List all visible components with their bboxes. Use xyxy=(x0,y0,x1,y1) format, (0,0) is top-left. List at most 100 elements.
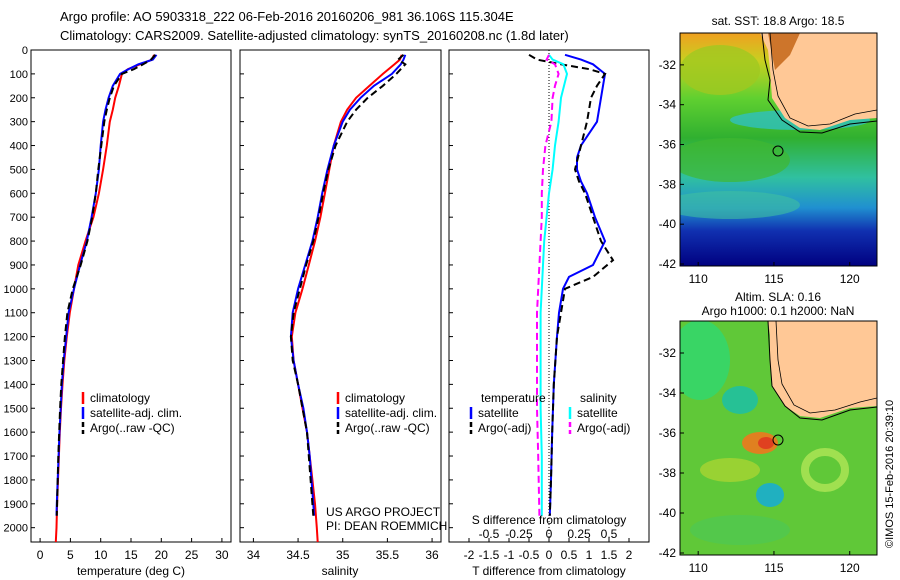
depth-tick-label: 600 xyxy=(10,188,28,200)
sst-map-ytick-label: -32 xyxy=(659,58,677,72)
salinity-diff-tick-label: 0 xyxy=(546,527,553,541)
depth-tick-label: 1300 xyxy=(4,355,28,367)
sla-map-panel: Altim. SLA: 0.16 Argo h1000: 0.1 h2000: … xyxy=(659,290,878,575)
imos-credit: ©IMOS 15-Feb-2016 20:39:10 xyxy=(884,400,896,548)
figure-title-line1: Argo profile: AO 5903318_222 06-Feb-2016… xyxy=(60,9,514,24)
figure-title-line2: Climatology: CARS2009. Satellite-adjuste… xyxy=(60,28,569,43)
depth-tick-label: 1000 xyxy=(4,284,28,296)
sla-map-xtick-label: 115 xyxy=(764,561,783,575)
sst-map-ytick-label: -34 xyxy=(659,98,677,112)
legend-entry: Argo(..raw -QC) xyxy=(90,421,175,435)
difference-legend: temperaturesatelliteArgo(-adj)salinitysa… xyxy=(469,391,630,435)
sla-map-xticks: 110 115 120 xyxy=(689,551,860,575)
salinity-axes-frame xyxy=(239,49,442,543)
salinity-xtick-label: 34.5 xyxy=(286,548,310,562)
salinity-xticks: 34 34.5 35 35.5 36 xyxy=(247,538,439,562)
difference-xtick-label: -2 xyxy=(464,548,475,562)
salinity-xtick-label: 36 xyxy=(425,548,439,562)
sla-map-ytick-label: -38 xyxy=(659,466,677,480)
depth-tick-label: 1900 xyxy=(4,499,28,511)
depth-tick-label: 2000 xyxy=(4,523,28,535)
sla-map-ytick-label: -32 xyxy=(659,346,677,360)
legend-entry: Argo(..raw -QC) xyxy=(345,421,430,435)
difference-panel: -2 -1.5 -1 -0.5 0 0.5 1 1.5 2 -0.5 -0.25 0 0.25 0.5 … xyxy=(448,49,650,578)
difference-xlabel2: S difference from climatology xyxy=(472,513,627,527)
sla-map-xtick-label: 110 xyxy=(689,561,708,575)
depth-tick-label: 1600 xyxy=(4,427,28,439)
legend-entry: Argo(-adj) xyxy=(478,421,531,435)
salinity-xtick-label: 35 xyxy=(336,548,350,562)
sst-map-xtick-label: 120 xyxy=(840,272,860,286)
difference-yticks xyxy=(449,49,453,529)
temperature-xticks: 0 5 10 15 20 25 30 xyxy=(37,538,229,562)
sst-map-xtick-label: 110 xyxy=(689,272,708,286)
difference-salinity-argo-adj-line xyxy=(536,54,560,516)
depth-tick-label: 0 xyxy=(22,45,28,57)
sla-map-title: Altim. SLA: 0.16 xyxy=(735,290,821,304)
project-annotation: US ARGO PROJECT xyxy=(326,505,441,519)
depth-tick-label: 800 xyxy=(10,236,28,248)
temperature-xtick-label: 5 xyxy=(67,548,74,562)
legend-entry: Argo(-adj) xyxy=(577,421,630,435)
legend-entry: satellite xyxy=(577,406,618,420)
difference-series xyxy=(528,53,615,516)
sla-map-ytick-label: -34 xyxy=(659,386,677,400)
legend-entry: climatology xyxy=(345,391,405,405)
salinity-argo-raw-qc-line xyxy=(289,54,407,516)
salinity-xlabel: salinity xyxy=(322,564,359,578)
legend-group-title: salinity xyxy=(580,391,617,405)
legend-entry: climatology xyxy=(90,391,150,405)
sst-map-ytick-label: -36 xyxy=(659,138,677,152)
sst-map-field xyxy=(680,33,877,266)
temperature-satellite-adj-clim-line xyxy=(55,54,158,516)
sla-map-xtick-label: 120 xyxy=(840,561,860,575)
sst-map-xticks: 110 115 120 xyxy=(689,262,860,286)
depth-tick-label: 100 xyxy=(10,69,28,81)
sla-map-ytick-label: -36 xyxy=(659,426,677,440)
difference-xtick-label: 1.5 xyxy=(601,548,618,562)
sla-map-yticks: -32 -34 -36 -38 -40 -42 xyxy=(659,346,684,560)
pi-annotation: PI: DEAN ROEMMICH xyxy=(326,519,447,533)
temperature-xtick-label: 20 xyxy=(155,548,169,562)
depth-tick-label: 1100 xyxy=(4,308,28,320)
salinity-panel: 34 34.5 35 35.5 36 salinity climatologysatel… xyxy=(239,49,447,578)
difference-xtick-label: 0 xyxy=(546,548,553,562)
temperature-xlabel: temperature (deg C) xyxy=(77,564,185,578)
salinity-climatology-line xyxy=(290,54,403,543)
salinity-yticks xyxy=(240,49,244,529)
difference-xtick-label: -1 xyxy=(504,548,515,562)
temperature-xtick-label: 0 xyxy=(37,548,44,562)
depth-tick-label: 200 xyxy=(10,93,28,105)
difference-xtick-label: -1.5 xyxy=(479,548,500,562)
depth-tick-label: 400 xyxy=(10,141,28,153)
depth-tick-label: 1800 xyxy=(4,475,28,487)
difference-xtick-label: 1 xyxy=(586,548,593,562)
difference-salinity-satellite-line xyxy=(539,54,569,516)
depth-tick-label: 1500 xyxy=(4,403,28,415)
depth-tick-label: 1400 xyxy=(4,379,28,391)
depth-tick-label: 1200 xyxy=(4,332,28,344)
depth-tick-label: 500 xyxy=(10,164,28,176)
sst-map-panel: sat. SST: 18.8 Argo: 18.5 110 115 120 -32 -… xyxy=(659,14,878,286)
salinity-diff-tick-label: 0.5 xyxy=(601,527,618,541)
legend-entry: satellite-adj. clim. xyxy=(345,406,437,420)
sla-map-frame xyxy=(679,320,878,556)
sla-map-subtitle: Argo h1000: 0.1 h2000: NaN xyxy=(702,304,855,318)
sst-map-title: sat. SST: 18.8 Argo: 18.5 xyxy=(712,14,845,28)
legend-entry: satellite xyxy=(478,406,519,420)
difference-xtick-label: -0.5 xyxy=(519,548,540,562)
salinity-series xyxy=(289,54,407,543)
sst-map-xtick-label: 115 xyxy=(764,272,783,286)
sst-map-frame xyxy=(679,32,878,267)
temperature-yticks: 0 100 200 300 400 500 600 700 800 900 1000 1100 1200… xyxy=(4,45,35,535)
salinity-xtick-label: 35.5 xyxy=(376,548,400,562)
sst-map-ytick-label: -38 xyxy=(659,177,677,191)
sst-map-ytick-label: -42 xyxy=(659,257,677,271)
temperature-xtick-label: 25 xyxy=(185,548,199,562)
depth-tick-label: 900 xyxy=(10,260,28,272)
depth-tick-label: 1700 xyxy=(4,451,28,463)
legend-entry: satellite-adj. clim. xyxy=(90,406,182,420)
